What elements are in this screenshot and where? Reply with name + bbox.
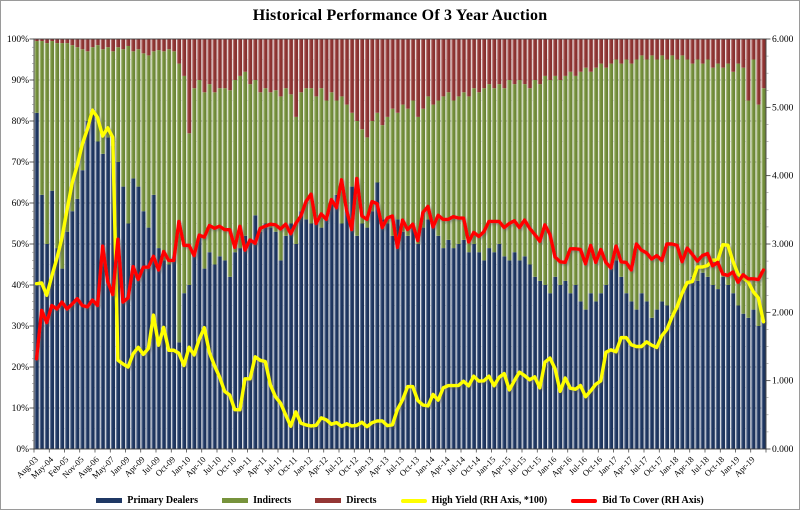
legend-item-primary-dealers: Primary Dealers — [96, 495, 198, 506]
left-axis-tick-label: 100% — [7, 35, 29, 45]
left-axis-tick-label: 20% — [12, 363, 30, 373]
right-axis: 6.000 5.000 4.000 3.000 2.000 1.000 0.000 — [766, 35, 794, 455]
right-axis-tick-label: 0.000 — [772, 445, 794, 455]
right-axis-tick-label: 2.000 — [772, 308, 794, 318]
left-axis-tick-label: 50% — [12, 240, 30, 250]
legend-item-directs: Directs — [315, 495, 377, 506]
high-yield-swatch — [400, 498, 427, 503]
right-axis-tick-label: 6.000 — [772, 35, 794, 45]
high-yield-line — [34, 108, 766, 429]
bars-indirects — [34, 41, 766, 343]
right-axis-tick-label: 1.000 — [772, 377, 794, 387]
right-axis-tick-label: 3.000 — [772, 240, 794, 250]
left-axis-tick-label: 0% — [16, 445, 29, 455]
directs-swatch — [315, 498, 342, 503]
legend-label-high-yield: High Yield (RH Axis, *100) — [431, 495, 548, 506]
left-axis-tick-label: 10% — [12, 404, 30, 414]
left-axis-tick-label: 60% — [12, 199, 30, 209]
legend: Primary Dealers Indirects Directs High Y… — [1, 495, 799, 506]
legend-label-indirects: Indirects — [253, 495, 292, 506]
legend-label-primary-dealers: Primary Dealers — [127, 495, 199, 506]
left-axis-tick-label: 80% — [12, 117, 30, 127]
bars-directs — [34, 39, 766, 138]
right-axis-tick-label: 5.000 — [772, 103, 794, 113]
legend-label-directs: Directs — [346, 495, 377, 506]
left-axis-tick-label: 30% — [12, 322, 30, 332]
legend-item-high-yield: High Yield (RH Axis, *100) — [400, 495, 548, 506]
left-axis: 100% 90% 80% 70% 60% 50% 40% 30% 20% 10% 0% — [7, 35, 34, 455]
bid-to-cover-line — [34, 176, 766, 361]
x-axis: Aug-03May-04Feb-05Nov-05Aug-06May-07Jan-… — [14, 449, 767, 481]
left-axis-tick-label: 40% — [12, 281, 30, 291]
indirects-swatch — [222, 498, 249, 503]
gridlines — [34, 59, 766, 429]
chart-title: Historical Performance Of 3 Year Auction — [252, 7, 548, 24]
legend-item-bid-to-cover: Bid To Cover (RH Axis) — [571, 495, 704, 506]
left-axis-tick-label: 70% — [12, 158, 30, 168]
left-axis-tick-label: 90% — [12, 76, 30, 86]
right-axis-tick-label: 4.000 — [772, 172, 794, 182]
legend-label-bid-to-cover: Bid To Cover (RH Axis) — [602, 495, 704, 506]
primary-dealers-swatch — [96, 498, 123, 503]
bid-to-cover-swatch — [571, 498, 598, 503]
legend-item-indirects: Indirects — [222, 495, 291, 506]
